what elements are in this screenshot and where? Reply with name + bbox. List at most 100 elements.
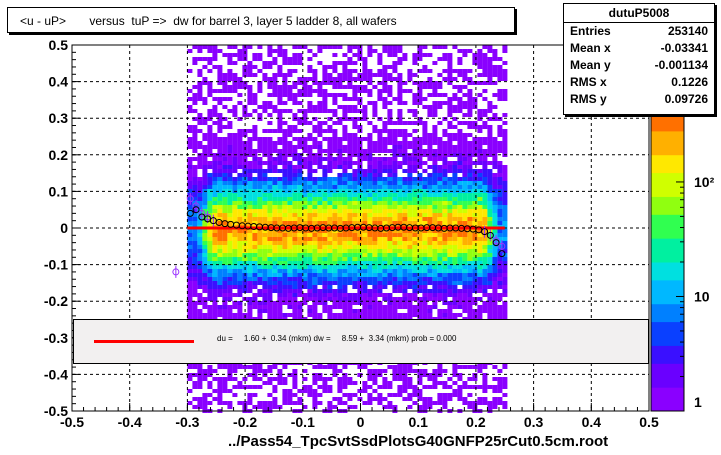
heatmap-cell — [247, 273, 253, 277]
heatmap-cell — [377, 221, 383, 225]
heatmap-cell — [402, 241, 408, 245]
heatmap-cell — [337, 249, 343, 253]
heatmap-cell — [422, 125, 428, 129]
heatmap-cell — [312, 281, 318, 285]
heatmap-cell — [322, 301, 328, 305]
heatmap-cell — [207, 205, 213, 209]
heatmap-cell — [362, 181, 368, 185]
heatmap-cell — [232, 241, 238, 245]
heatmap-cell — [277, 273, 283, 277]
heatmap-cell — [477, 253, 483, 257]
heatmap-cell — [382, 137, 388, 141]
heatmap-cell — [417, 157, 423, 161]
heatmap-cell — [277, 233, 283, 237]
heatmap-cell — [272, 237, 278, 241]
heatmap-cell — [262, 249, 268, 253]
heatmap-cell — [277, 193, 283, 197]
heatmap-cell — [197, 313, 203, 317]
heatmap-cell — [247, 129, 253, 133]
heatmap-cell — [392, 253, 398, 257]
heatmap-cell — [272, 301, 278, 305]
heatmap-cell — [222, 53, 228, 57]
heatmap-cell — [227, 265, 233, 269]
heatmap-cell — [222, 97, 228, 101]
heatmap-cell — [277, 229, 283, 233]
heatmap-cell — [327, 185, 333, 189]
heatmap-cell — [207, 125, 213, 129]
heatmap-cell — [447, 81, 453, 85]
heatmap-cell — [472, 121, 478, 125]
heatmap-cell — [472, 149, 478, 153]
heatmap-cell — [227, 149, 233, 153]
heatmap-cell — [197, 273, 203, 277]
heatmap-cell — [482, 141, 488, 145]
heatmap-cell — [417, 257, 423, 261]
heatmap-cell — [462, 157, 468, 161]
heatmap-cell — [342, 73, 348, 77]
heatmap-cell — [222, 237, 228, 241]
heatmap-cell — [282, 101, 288, 105]
heatmap-cell — [482, 309, 488, 313]
heatmap-cell — [367, 209, 373, 213]
heatmap-cell — [192, 101, 198, 105]
heatmap-cell — [502, 233, 508, 237]
heatmap-cell — [322, 253, 328, 257]
heatmap-cell — [232, 137, 238, 141]
heatmap-cell — [477, 365, 483, 369]
heatmap-cell — [222, 217, 228, 221]
heatmap-cell — [357, 77, 363, 81]
heatmap-cell — [197, 309, 203, 313]
heatmap-cell — [377, 61, 383, 65]
colorbar-band — [651, 387, 684, 394]
heatmap-cell — [222, 209, 228, 213]
profile-point-black — [498, 250, 506, 258]
heatmap-cell — [292, 261, 298, 265]
heatmap-cell — [427, 397, 433, 401]
heatmap-cell — [377, 257, 383, 261]
heatmap-cell — [227, 137, 233, 141]
heatmap-cell — [302, 269, 308, 273]
heatmap-cell — [197, 229, 203, 233]
heatmap-cell — [317, 129, 323, 133]
heatmap-cell — [337, 217, 343, 221]
heatmap-cell — [192, 269, 198, 273]
heatmap-cell — [462, 177, 468, 181]
heatmap-cell — [282, 177, 288, 181]
heatmap-cell — [202, 149, 208, 153]
heatmap-cell — [332, 313, 338, 317]
heatmap-cell — [227, 281, 233, 285]
heatmap-cell — [352, 313, 358, 317]
heatmap-cell — [462, 397, 468, 401]
heatmap-cell — [347, 309, 353, 313]
heatmap-cell — [422, 161, 428, 165]
heatmap-cell — [247, 189, 253, 193]
heatmap-cell — [192, 293, 198, 297]
heatmap-cell — [372, 269, 378, 273]
heatmap-cell — [372, 245, 378, 249]
heatmap-cell — [277, 153, 283, 157]
heatmap-cell — [197, 405, 203, 409]
heatmap-cell — [252, 193, 258, 197]
heatmap-cell — [457, 289, 463, 293]
heatmap-cell — [267, 137, 273, 141]
heatmap-cell — [307, 285, 313, 289]
heatmap-cell — [337, 233, 343, 237]
heatmap-cell — [292, 181, 298, 185]
heatmap-cell — [287, 213, 293, 217]
heatmap-cell — [292, 265, 298, 269]
heatmap-cell — [287, 261, 293, 265]
heatmap-cell — [352, 249, 358, 253]
heatmap-cell — [262, 229, 268, 233]
heatmap-cell — [282, 129, 288, 133]
heatmap-cell — [312, 273, 318, 277]
heatmap-cell — [197, 369, 203, 373]
heatmap-cell — [347, 81, 353, 85]
heatmap-cell — [357, 213, 363, 217]
heatmap-cell — [267, 377, 273, 381]
heatmap-cell — [427, 401, 433, 405]
heatmap-cell — [492, 117, 498, 121]
heatmap-cell — [417, 381, 423, 385]
heatmap-cell — [337, 377, 343, 381]
heatmap-cell — [367, 237, 373, 241]
heatmap-cell — [367, 193, 373, 197]
